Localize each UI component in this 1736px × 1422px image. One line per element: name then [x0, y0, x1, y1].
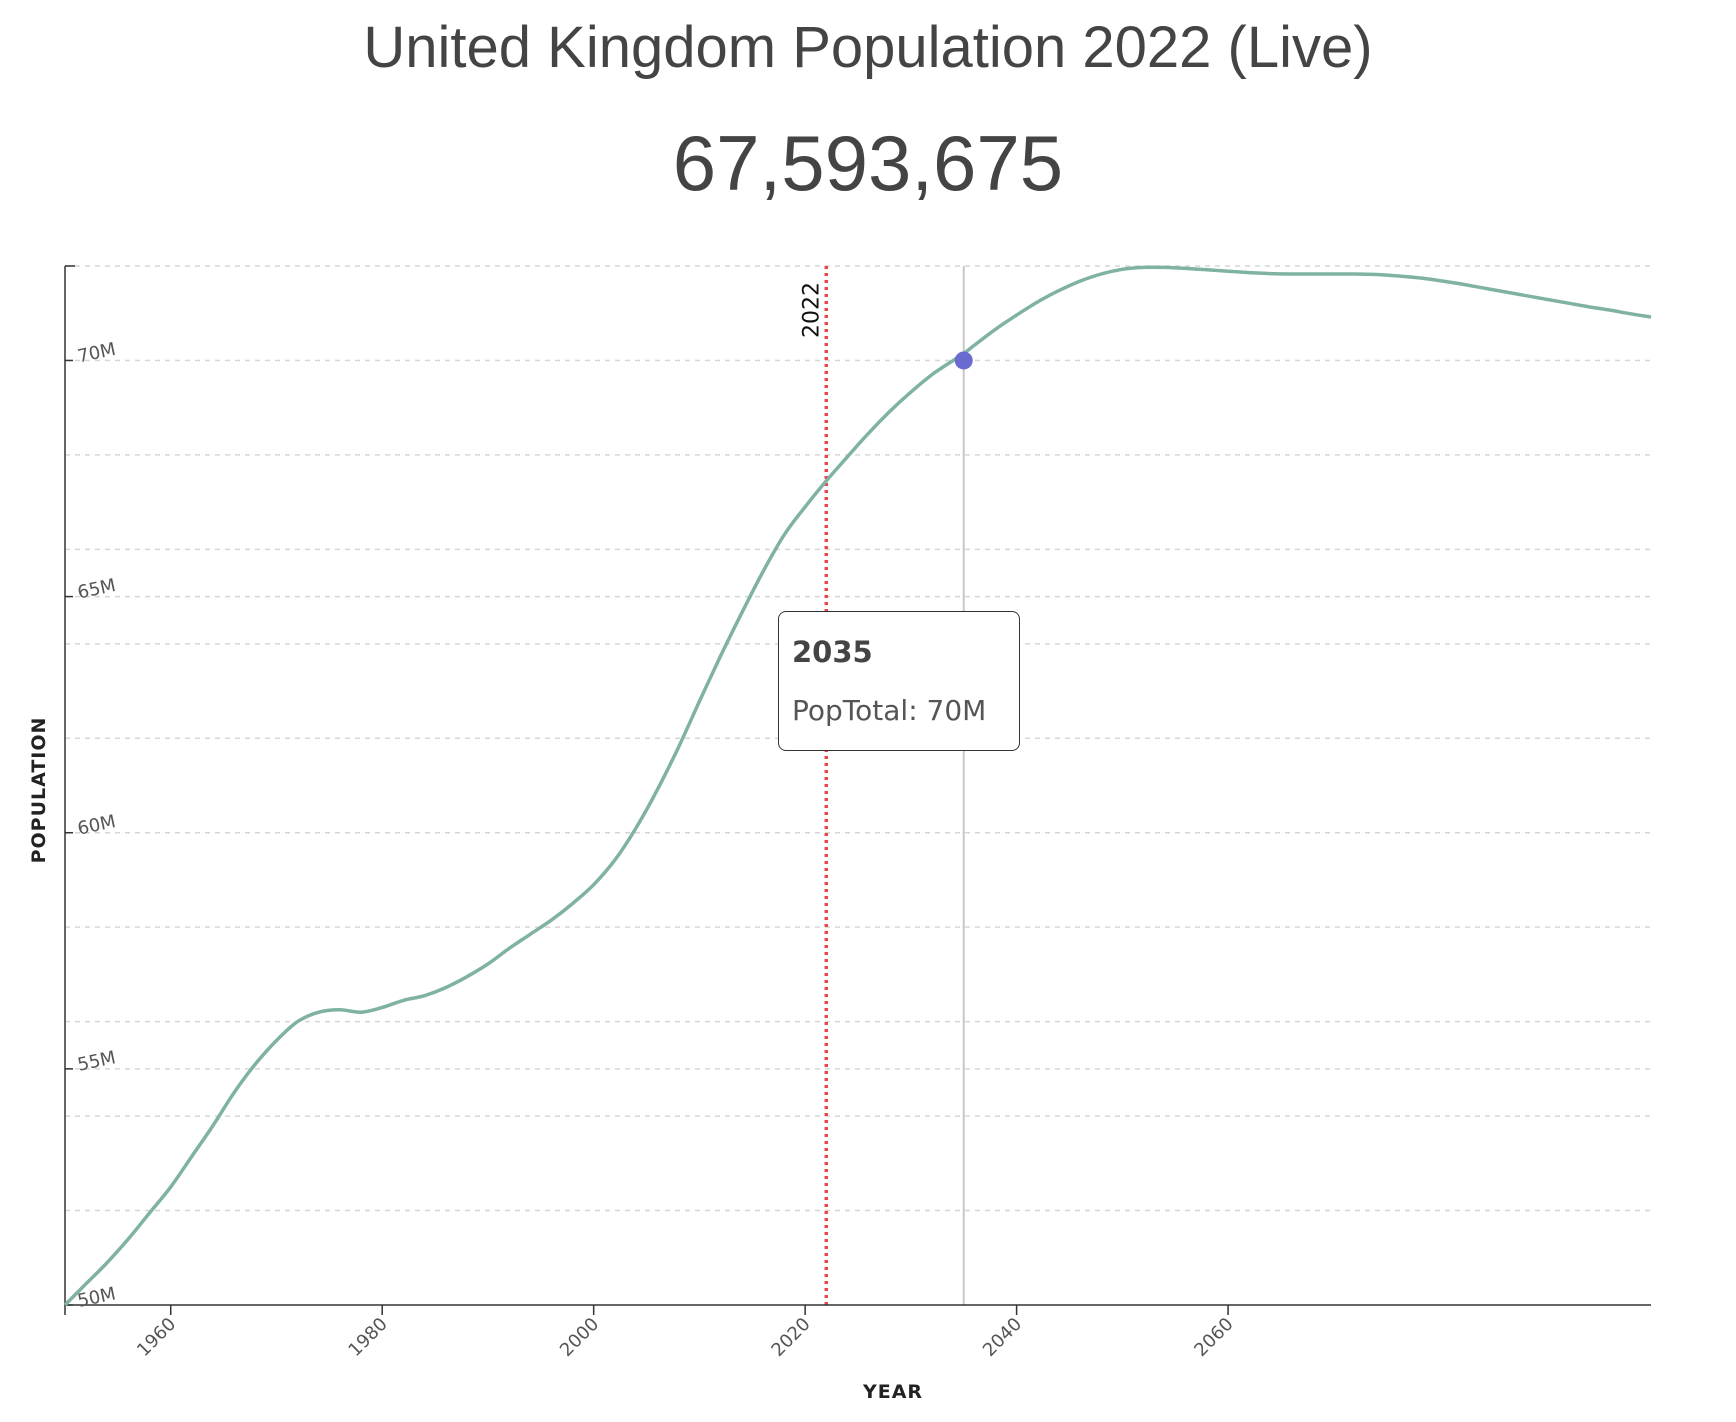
grid-lines [65, 265, 1651, 1212]
tooltip-label: PopTotal [792, 694, 909, 727]
y-tick-label: 60M [76, 811, 118, 840]
y-tick-label: 55M [76, 1047, 118, 1076]
x-tick-label: 2060 [1190, 1314, 1237, 1361]
tooltip-value-line: PopTotal: 70M [792, 694, 1007, 728]
tooltip-separator: : [908, 694, 927, 727]
y-tick-label: 65M [76, 575, 118, 604]
current-year-label: 2022 [799, 282, 824, 338]
population-series-line [63, 265, 1652, 1307]
reference-lines: 2022 [799, 266, 965, 1305]
x-tick-label: 2040 [979, 1314, 1026, 1361]
highlight-point-marker[interactable] [954, 351, 973, 370]
x-tick-label: 2020 [767, 1314, 814, 1361]
x-axis-title: YEAR [862, 1381, 923, 1403]
live-population-counter: 67,593,675 [672, 119, 1064, 207]
tooltip-value: 70M [926, 694, 987, 727]
tooltip-year: 2035 [792, 635, 873, 669]
y-axis-title: POPULATION [28, 717, 50, 864]
y-tick-label: 70M [76, 339, 118, 368]
x-tick-label: 2000 [556, 1314, 603, 1361]
hover-tooltip: 2035 PopTotal: 70M [778, 611, 1020, 751]
page-title: United Kingdom Population 2022 (Live) [363, 15, 1373, 80]
series-layer [63, 265, 1652, 1307]
x-tick-label: 1960 [133, 1314, 180, 1361]
x-tick-label: 1980 [344, 1314, 391, 1361]
marker-layer [954, 351, 973, 370]
